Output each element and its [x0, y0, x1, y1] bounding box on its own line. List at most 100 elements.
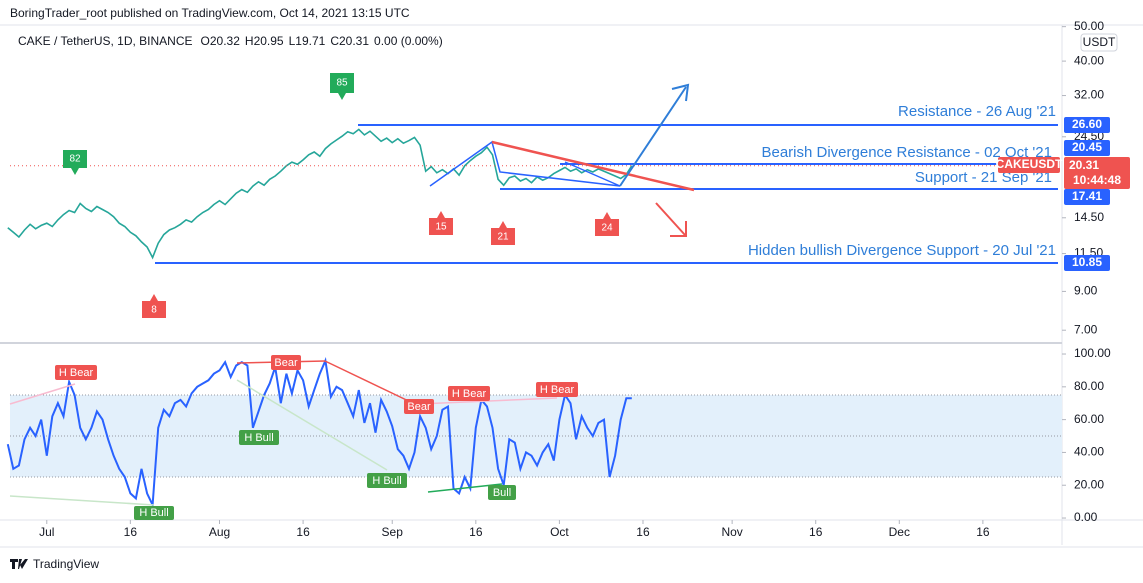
trend-lines [429, 140, 621, 187]
price-label: CAKEUSDT [996, 157, 1063, 171]
rsi-label: H Bull [139, 507, 168, 519]
brand: TradingView [33, 557, 99, 571]
rsi-label: Bull [493, 487, 511, 499]
currency-box[interactable] [1080, 33, 1118, 52]
x-tick-label: Aug [209, 525, 230, 539]
rsi-label-box [134, 506, 174, 520]
countdown: 10:44:48 [1073, 173, 1121, 187]
faint-line [236, 379, 388, 471]
faint-line [9, 383, 76, 405]
x-tick-label: 16 [976, 525, 990, 539]
price-label-box [998, 157, 1060, 173]
y-tick-label: 14.50 [1074, 210, 1104, 224]
ohlc-key: C [330, 34, 339, 48]
rsi-label-box [271, 355, 301, 370]
x-tick-label: Oct [550, 525, 569, 539]
line-note: Support - 21 Sep '21 [915, 169, 1052, 186]
rsi-label-box [488, 485, 516, 500]
x-tick-label: 16 [636, 525, 650, 539]
badge-label: 21 [497, 232, 509, 243]
up-arrow-head [671, 83, 690, 102]
price-label: 20.45 [1072, 140, 1102, 154]
price-label: 10.85 [1072, 255, 1102, 269]
y-tick-label: 32.00 [1074, 88, 1104, 102]
drawings [155, 83, 1058, 264]
price-label-box [1064, 189, 1110, 205]
down-arrow [655, 202, 686, 236]
ohlc-value: 20.95 [254, 34, 284, 48]
y-tick-label: 80.00 [1074, 379, 1104, 393]
badge [330, 73, 354, 100]
y-tick-label: 40.00 [1074, 53, 1104, 67]
badge-label: 8 [151, 305, 157, 316]
rsi-label: H Bull [244, 432, 273, 444]
up-arrow [619, 86, 687, 187]
rsi-label: H Bull [372, 475, 401, 487]
y-tick-label: 7.00 [1074, 322, 1098, 336]
price-label: 26.60 [1072, 117, 1102, 131]
rsi-line [6, 356, 632, 509]
price-label-box [1064, 140, 1110, 156]
price-line [7, 128, 633, 260]
badge [63, 150, 87, 175]
y-tick-label: 100.00 [1074, 346, 1111, 360]
line-note: Hidden bullish Divergence Support - 20 J… [748, 242, 1056, 259]
x-tick-label: 16 [296, 525, 310, 539]
price-label: 20.31 [1069, 158, 1099, 172]
price-label-box [1064, 255, 1110, 271]
price-label-box [1064, 117, 1110, 133]
ohlc-key: H [245, 34, 254, 48]
line-note: Resistance - 26 Aug '21 [898, 103, 1056, 120]
rsi-label: H Bear [452, 388, 487, 400]
badge-label: 82 [69, 154, 81, 165]
footer: TradingView [10, 557, 99, 571]
ohlc-value: 20.31 [339, 34, 369, 48]
rsi-label: Bear [274, 357, 298, 369]
badge [142, 294, 166, 318]
rsi-label-box [448, 386, 490, 401]
x-tick-label: 16 [809, 525, 823, 539]
rsi-label: H Bear [59, 367, 94, 379]
time-axis: Jul 16 Aug 16 Sep 16 Oct 16 Nov 16 Dec 16 [39, 520, 990, 539]
badge [491, 221, 515, 245]
y-tick-label: 0.00 [1074, 510, 1098, 524]
ohlc-key: L [289, 34, 296, 48]
y-tick-label: 60.00 [1074, 412, 1104, 426]
rsi-label-box [367, 473, 407, 488]
badges: 85 82 15 21 24 8 [63, 73, 619, 318]
brand-logo [10, 559, 28, 569]
change: 0.00 (0.00%) [374, 34, 443, 48]
y-tick-label: 20.00 [1074, 477, 1104, 491]
x-tick-label: Jul [39, 525, 54, 539]
y-tick-label: 50.00 [1074, 19, 1104, 33]
x-tick-label: Dec [889, 525, 910, 539]
ohlc-value: 19.71 [295, 34, 325, 48]
badge-label: 15 [435, 222, 447, 233]
rsi-label-box [239, 430, 279, 445]
bearish-trend-line [491, 140, 695, 192]
rsi-label: Bear [407, 401, 431, 413]
rsi-label: H Bear [540, 384, 575, 396]
x-tick-label: 16 [124, 525, 138, 539]
badge-label: 85 [336, 78, 348, 89]
y-tick-label: 40.00 [1074, 445, 1104, 459]
currency[interactable]: USDT [1083, 35, 1116, 49]
y-tick-label: 9.00 [1074, 284, 1098, 298]
price-label-box [1064, 157, 1130, 189]
byline: BoringTrader_root published on TradingVi… [10, 6, 410, 20]
ohlc-key: O [201, 34, 210, 48]
legend: CAKE / TetherUS, 1D, BINANCE O 20.32 H 20.9… [18, 34, 443, 48]
badge [595, 212, 619, 236]
line-note: Bearish Divergence Resistance - 02 Oct '… [761, 144, 1052, 161]
rsi-labels: H Bear Bear Bear H Bear H Bear H Bull H … [55, 355, 578, 520]
rsi-pane: 100.00 80.00 60.00 40.00 20.00 0.00 [6, 346, 1111, 524]
badge [429, 211, 453, 235]
rsi-label-box [404, 399, 434, 414]
price-label: 17.41 [1072, 189, 1102, 203]
down-arrow-head [670, 221, 687, 237]
